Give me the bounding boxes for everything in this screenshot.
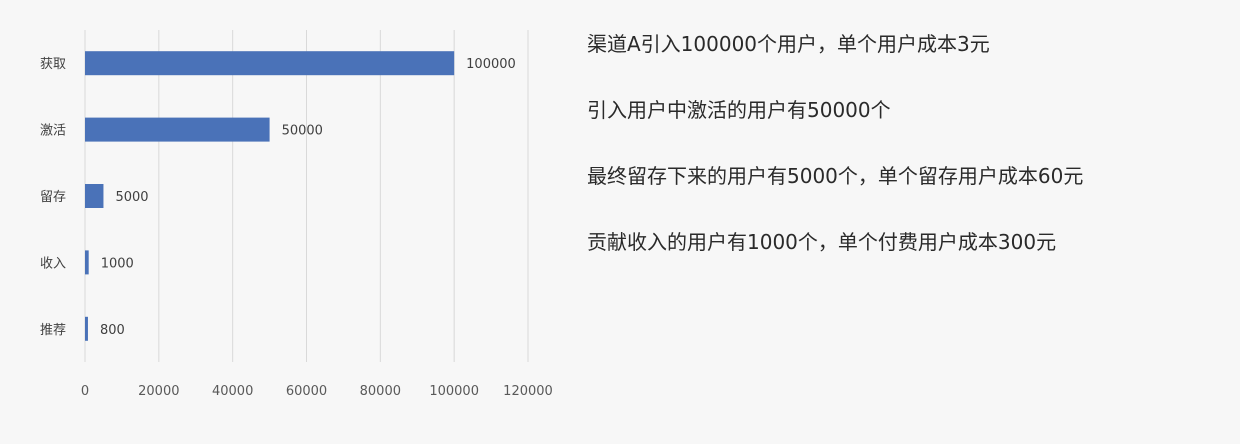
- data-label: 50000: [282, 124, 323, 139]
- category-label: 获取: [40, 57, 66, 72]
- bar-0: [85, 51, 455, 76]
- bar-3: [85, 250, 89, 275]
- funnel-bar-chart: 0 20000 40000 60000 80000 100000 120000 获取 10000…: [40, 30, 553, 399]
- category-label: 留存: [40, 190, 66, 205]
- category-label: 推荐: [40, 323, 66, 338]
- category-label: 收入: [40, 256, 66, 271]
- data-label: 100000: [466, 57, 516, 72]
- bar-2: [85, 184, 104, 208]
- note-retention: 最终留存下来的用户有5000个，单个留存用户成本60元: [587, 164, 1084, 188]
- x-tick-label: 120000: [503, 384, 553, 399]
- note-acquisition: 渠道A引入100000个用户，单个用户成本3元: [587, 32, 990, 56]
- x-tick-label: 100000: [429, 384, 479, 399]
- category-label: 激活: [40, 124, 66, 139]
- x-tick-label: 20000: [138, 384, 179, 399]
- note-activation: 引入用户中激活的用户有50000个: [587, 98, 891, 122]
- x-tick-label: 40000: [212, 384, 253, 399]
- x-tick-label: 60000: [286, 384, 327, 399]
- data-label: 800: [100, 323, 125, 338]
- bar-4: [85, 316, 88, 341]
- notes-panel: 渠道A引入100000个用户，单个用户成本3元 引入用户中激活的用户有50000…: [587, 30, 1227, 294]
- bar-1: [85, 117, 270, 142]
- x-tick-label: 80000: [360, 384, 401, 399]
- x-tick-label: 0: [81, 384, 89, 399]
- data-label: 5000: [115, 190, 148, 205]
- note-revenue: 贡献收入的用户有1000个，单个付费用户成本300元: [587, 230, 1057, 254]
- data-label: 1000: [101, 256, 134, 271]
